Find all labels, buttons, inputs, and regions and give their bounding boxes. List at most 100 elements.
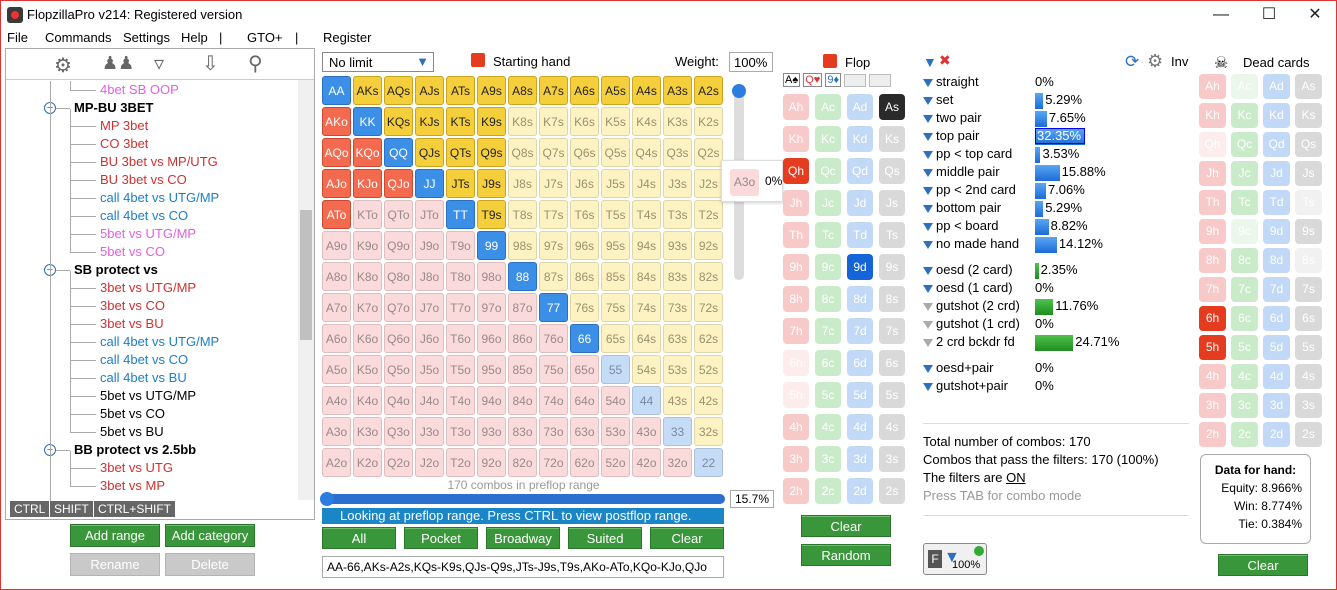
hand-cell-93o[interactable]: 93o bbox=[477, 417, 506, 446]
hand-cell-AJs[interactable]: AJs bbox=[415, 76, 444, 105]
filter-row-bottom-pair[interactable]: bottom pair bbox=[923, 200, 1001, 215]
tree-item[interactable]: call 4bet vs CO bbox=[100, 208, 189, 223]
tree-item[interactable]: call 4bet vs UTG/MP bbox=[100, 190, 220, 205]
flop-card-Js[interactable]: Js bbox=[879, 190, 905, 216]
hand-cell-KQs[interactable]: KQs bbox=[384, 107, 413, 136]
hand-cell-J6s[interactable]: J6s bbox=[570, 169, 599, 198]
hand-cell-J9o[interactable]: J9o bbox=[415, 231, 444, 260]
flop-card-8c[interactable]: 8c bbox=[815, 286, 841, 312]
dead-card-Kc[interactable]: Kc bbox=[1231, 103, 1258, 128]
tree-item[interactable]: 4bet SB OOP bbox=[100, 82, 179, 97]
tree-item[interactable]: call 4bet vs UTG/MP bbox=[100, 334, 220, 349]
hand-cell-T6s[interactable]: T6s bbox=[570, 200, 599, 229]
hand-cell-42s[interactable]: 42s bbox=[694, 386, 723, 415]
filter-row-oesd-pair[interactable]: oesd+pair bbox=[923, 360, 993, 375]
filter-row-top-pair[interactable]: top pair bbox=[923, 128, 979, 143]
hand-cell-J4o[interactable]: J4o bbox=[415, 386, 444, 415]
hand-cell-64s[interactable]: 64s bbox=[632, 324, 661, 353]
hand-cell-65s[interactable]: 65s bbox=[601, 324, 630, 353]
hand-cell-A9o[interactable]: A9o bbox=[322, 231, 351, 260]
hand-cell-44[interactable]: 44 bbox=[632, 386, 661, 415]
dead-card-5s[interactable]: 5s bbox=[1295, 335, 1322, 360]
hand-cell-J8o[interactable]: J8o bbox=[415, 262, 444, 291]
filter-icon[interactable]: ▼ bbox=[923, 54, 937, 70]
dead-card-3s[interactable]: 3s bbox=[1295, 393, 1322, 418]
tree-item[interactable]: call 4bet vs CO bbox=[100, 352, 189, 367]
flop-card-9d[interactable]: 9d bbox=[847, 254, 873, 280]
flop-card-Jd[interactable]: Jd bbox=[847, 190, 873, 216]
hand-cell-96o[interactable]: 96o bbox=[477, 324, 506, 353]
hand-cell-KK[interactable]: KK bbox=[353, 107, 382, 136]
filter-row-pp-2nd-card[interactable]: pp < 2nd card bbox=[923, 182, 1016, 197]
hand-cell-AQo[interactable]: AQo bbox=[322, 138, 351, 167]
filter-row-two-pair[interactable]: two pair bbox=[923, 110, 982, 125]
hand-cell-92s[interactable]: 92s bbox=[694, 231, 723, 260]
flop-card-Ad[interactable]: Ad bbox=[847, 94, 873, 120]
refresh-icon[interactable]: ⟳ bbox=[1125, 52, 1140, 71]
dead-card-Td[interactable]: Td bbox=[1263, 190, 1290, 215]
filters-on-toggle[interactable]: ON bbox=[1006, 470, 1026, 485]
hand-cell-A8s[interactable]: A8s bbox=[508, 76, 537, 105]
flop-card-3c[interactable]: 3c bbox=[815, 446, 841, 472]
dead-card-Qs[interactable]: Qs bbox=[1295, 132, 1322, 157]
hand-cell-JTo[interactable]: JTo bbox=[415, 200, 444, 229]
hand-cell-QTs[interactable]: QTs bbox=[446, 138, 475, 167]
hand-cell-53s[interactable]: 53s bbox=[663, 355, 692, 384]
dead-card-Ad[interactable]: Ad bbox=[1263, 74, 1290, 99]
tree-item[interactable]: 5bet vs UTG/MP bbox=[100, 226, 197, 241]
hand-cell-99[interactable]: 99 bbox=[477, 231, 506, 260]
flop-card-6c[interactable]: 6c bbox=[815, 350, 841, 376]
flop-card-9s[interactable]: 9s bbox=[879, 254, 905, 280]
hand-cell-J2s[interactable]: J2s bbox=[694, 169, 723, 198]
hand-cell-K8o[interactable]: K8o bbox=[353, 262, 382, 291]
hand-cell-73s[interactable]: 73s bbox=[663, 293, 692, 322]
dead-card-5d[interactable]: 5d bbox=[1263, 335, 1290, 360]
hand-cell-J8s[interactable]: J8s bbox=[508, 169, 537, 198]
hand-cell-KTo[interactable]: KTo bbox=[353, 200, 382, 229]
settings-gear-icon[interactable]: ⚙ bbox=[1147, 51, 1164, 71]
hand-cell-64o[interactable]: 64o bbox=[570, 386, 599, 415]
hand-cell-42o[interactable]: 42o bbox=[632, 448, 661, 477]
hand-cell-A9s[interactable]: A9s bbox=[477, 76, 506, 105]
dead-clear-button[interactable]: Clear bbox=[1218, 554, 1308, 576]
hand-cell-86s[interactable]: 86s bbox=[570, 262, 599, 291]
tree-item[interactable]: SB protect vs bbox=[74, 262, 158, 277]
dead-card-8h[interactable]: 8h bbox=[1199, 248, 1226, 273]
hand-cell-ATo[interactable]: ATo bbox=[322, 200, 351, 229]
flop-card-8s[interactable]: 8s bbox=[879, 286, 905, 312]
hand-cell-JTs[interactable]: JTs bbox=[446, 169, 475, 198]
hand-cell-Q7s[interactable]: Q7s bbox=[539, 138, 568, 167]
dead-card-Ac[interactable]: Ac bbox=[1231, 74, 1258, 99]
hand-cell-K4o[interactable]: K4o bbox=[353, 386, 382, 415]
hand-cell-83s[interactable]: 83s bbox=[663, 262, 692, 291]
hand-cell-AQs[interactable]: AQs bbox=[384, 76, 413, 105]
filter-funnel-icon[interactable] bbox=[923, 114, 933, 123]
hand-cell-TT[interactable]: TT bbox=[446, 200, 475, 229]
dead-card-3d[interactable]: 3d bbox=[1263, 393, 1290, 418]
filter-funnel-icon[interactable] bbox=[923, 266, 933, 275]
flop-card-Qh[interactable]: Qh bbox=[783, 158, 809, 184]
gear-icon[interactable]: ⚙ bbox=[54, 55, 72, 77]
range-suited-button[interactable]: Suited bbox=[568, 527, 642, 549]
hand-cell-K2s[interactable]: K2s bbox=[694, 107, 723, 136]
hand-cell-QJs[interactable]: QJs bbox=[415, 138, 444, 167]
flop-card-Ah[interactable]: Ah bbox=[783, 94, 809, 120]
hand-cell-Q8o[interactable]: Q8o bbox=[384, 262, 413, 291]
filter-funnel-icon[interactable] bbox=[923, 320, 933, 329]
flop-card-6d[interactable]: 6d bbox=[847, 350, 873, 376]
dead-card-9c[interactable]: 9c bbox=[1231, 219, 1258, 244]
flop-card-5d[interactable]: 5d bbox=[847, 382, 873, 408]
hand-cell-T6o[interactable]: T6o bbox=[446, 324, 475, 353]
tree-item[interactable]: BU 3bet vs MP/UTG bbox=[100, 154, 218, 169]
hand-cell-A5o[interactable]: A5o bbox=[322, 355, 351, 384]
range-clear-button[interactable]: Clear bbox=[650, 527, 724, 549]
filter-row-oesd-2-card-[interactable]: oesd (2 card) bbox=[923, 262, 1013, 277]
hand-cell-KTs[interactable]: KTs bbox=[446, 107, 475, 136]
hand-cell-87o[interactable]: 87o bbox=[508, 293, 537, 322]
hand-cell-K2o[interactable]: K2o bbox=[353, 448, 382, 477]
flop-card-Ks[interactable]: Ks bbox=[879, 126, 905, 152]
hand-cell-43s[interactable]: 43s bbox=[663, 386, 692, 415]
hand-cell-T7s[interactable]: T7s bbox=[539, 200, 568, 229]
hand-cell-T5o[interactable]: T5o bbox=[446, 355, 475, 384]
hand-cell-K4s[interactable]: K4s bbox=[632, 107, 661, 136]
